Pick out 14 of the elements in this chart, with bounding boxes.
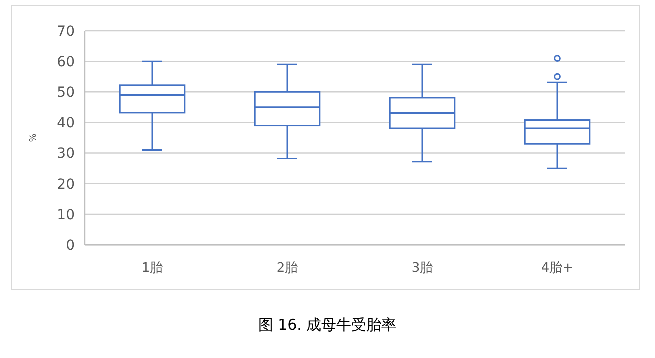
y-tick-label: 70 — [57, 24, 75, 40]
x-tick-label: 3胎 — [412, 261, 434, 276]
y-axis-title: % — [29, 133, 39, 142]
x-tick-label: 1胎 — [142, 261, 164, 276]
y-tick-label: 40 — [57, 116, 75, 132]
y-tick-label: 10 — [57, 207, 75, 224]
x-tick-label: 4胎+ — [541, 261, 574, 276]
y-tick-label: 20 — [57, 176, 75, 193]
y-tick-label: 60 — [57, 54, 75, 70]
y-tick-label: 50 — [57, 85, 75, 102]
y-tick-label: 30 — [57, 146, 75, 162]
text: 图 16. 成母牛受胎率 — [258, 316, 397, 334]
y-tick-label: 0 — [66, 238, 75, 254]
x-tick-label: 2胎 — [276, 261, 298, 276]
